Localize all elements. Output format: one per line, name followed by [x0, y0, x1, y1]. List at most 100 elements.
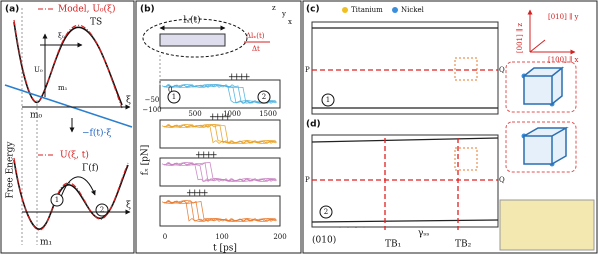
- zoom-box: [454, 57, 478, 81]
- force-line: [4, 84, 133, 128]
- lattice: [311, 134, 499, 228]
- tick: 1000: [223, 110, 241, 118]
- plot-frame: [159, 195, 281, 227]
- state2: 2: [100, 206, 104, 214]
- curve-u: [13, 159, 129, 230]
- marker: +: [186, 189, 194, 199]
- nickel: Nickel: [401, 6, 425, 14]
- trace: [167, 124, 277, 144]
- nanowire: [159, 33, 226, 47]
- lattice: [311, 21, 499, 115]
- titanium: Titanium: [351, 6, 383, 14]
- marker: +: [238, 73, 246, 83]
- tick: 500: [188, 110, 201, 118]
- ts: TS: [90, 18, 102, 28]
- state-circle: [167, 90, 181, 104]
- marker: +: [243, 73, 251, 83]
- panel-label: (d): [306, 120, 321, 130]
- p: P: [305, 66, 310, 74]
- q: Q: [499, 176, 505, 184]
- marker: +: [228, 73, 236, 83]
- inset-frame: [499, 199, 595, 251]
- curve-model: [13, 19, 123, 109]
- cell-frame: [505, 121, 577, 173]
- q: Q: [499, 66, 505, 74]
- gamma: Γ(f): [82, 163, 99, 174]
- state-circle: [95, 203, 109, 217]
- y-label: fₓ [pN]: [141, 145, 151, 176]
- dir-z: [001] ∥ z: [516, 23, 524, 54]
- cell: [523, 126, 569, 165]
- tick: 100: [215, 233, 228, 241]
- state1: 1: [326, 96, 330, 104]
- y-label: Free Energy: [6, 141, 16, 199]
- axis-y: y: [281, 10, 286, 18]
- marker: +: [233, 73, 241, 83]
- dir-y: [010] ∥ y: [548, 13, 579, 21]
- cell: [523, 66, 565, 105]
- state-circle: [50, 193, 64, 207]
- trace: [161, 83, 277, 105]
- boundary: [311, 137, 499, 143]
- marker: +: [201, 189, 209, 199]
- trace: [167, 201, 277, 222]
- marker: +: [195, 151, 203, 161]
- marker: +: [210, 151, 218, 161]
- tick: 0: [168, 86, 172, 94]
- plot-frame: [159, 119, 281, 149]
- legend-dot: [392, 7, 398, 13]
- tick: −50: [145, 96, 160, 104]
- marker: +: [196, 189, 204, 199]
- trace: [167, 162, 277, 182]
- legend-dot: [342, 7, 348, 13]
- trace: [161, 161, 277, 183]
- panel-label: (b): [140, 5, 155, 15]
- marker: +: [214, 113, 222, 123]
- marker: +: [219, 113, 227, 123]
- tick: 0: [163, 233, 167, 241]
- legend-u: U(ξ, t): [60, 150, 89, 161]
- tb2: TB₂: [455, 240, 472, 250]
- trace: [161, 199, 277, 223]
- xi0: ξ₀: [58, 32, 65, 40]
- rate-arrow: [59, 176, 96, 201]
- tb1: TB₁: [385, 240, 401, 250]
- marker: +: [209, 113, 217, 123]
- frame-b: [135, 0, 302, 254]
- tick: −100: [142, 106, 161, 114]
- marker: +: [200, 151, 208, 161]
- state1: 1: [172, 93, 176, 101]
- axis-z: z: [272, 4, 276, 12]
- state1: 1: [55, 196, 59, 204]
- frame-a: [0, 0, 135, 254]
- panel-a: (a) Model, U₀(ξ) ξ₀ TS U₀ m₀ m₁ ξ −f(t)·…: [4, 4, 133, 248]
- slab: [311, 21, 499, 115]
- lx: lₓ(t): [183, 15, 200, 26]
- unit-cell: [505, 61, 577, 113]
- xi-bottom: ξ: [126, 201, 131, 211]
- subplot: ++++: [159, 113, 281, 149]
- panel-b: ++++++++++++++++ (b) lₓ(t) Δlₓ(t) Δt z y…: [140, 4, 292, 254]
- gamma-ss: γₛₛ: [418, 229, 429, 239]
- m1: m₁: [40, 238, 52, 248]
- marker: +: [224, 113, 232, 123]
- twin-inset: [499, 199, 595, 251]
- unit-cell: [505, 121, 577, 173]
- xi-top: ξ: [126, 96, 131, 106]
- marker: +: [191, 189, 199, 199]
- x-label: t [ps]: [213, 244, 237, 254]
- tick: 1500: [259, 110, 277, 118]
- zoom-ellipse: [142, 18, 248, 58]
- subplot: ++++: [159, 189, 281, 227]
- axis-arrow: [529, 39, 546, 53]
- legend-model: Model, U₀(ξ): [58, 4, 116, 15]
- slab: [311, 134, 499, 228]
- panel-cd: (c) Titanium Nickel [010] ∥ y [001] ∥ z …: [305, 5, 595, 251]
- trace: [161, 123, 277, 145]
- panel-label: (a): [5, 5, 19, 15]
- zoom-box: [454, 147, 478, 171]
- state-circle: [257, 90, 271, 104]
- force: −f(t)·ξ: [82, 128, 111, 139]
- curve-model-u: [13, 157, 129, 231]
- u0: U₀: [34, 66, 43, 74]
